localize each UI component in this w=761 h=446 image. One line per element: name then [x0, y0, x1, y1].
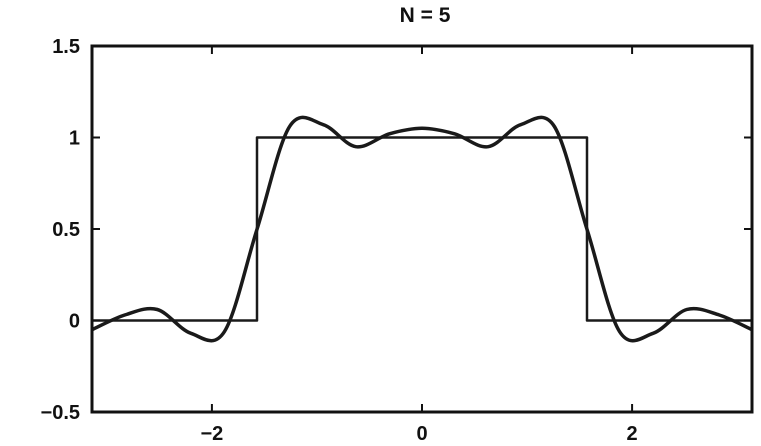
x-tick-label: −2: [201, 423, 224, 445]
y-tick-label: 1.5: [52, 36, 80, 58]
x-tick-label: 0: [416, 423, 427, 445]
series-line-fourier-approximation: [91, 115, 753, 343]
y-tick-label: 1: [69, 128, 80, 150]
plot-frame: [90, 44, 754, 414]
y-tick-label: 0.5: [52, 219, 80, 241]
x-tick-label: 2: [627, 423, 638, 445]
series-line-square-pulse: [92, 136, 752, 322]
chart-title: N = 5: [400, 4, 451, 27]
plot-marks: [91, 115, 753, 343]
y-axis: −0.5 0 0.5 1 1.5: [41, 36, 752, 424]
y-tick-label: −0.5: [41, 402, 80, 424]
y-tick-label: 0: [69, 311, 80, 333]
x-axis: −2 0 2: [201, 46, 638, 445]
